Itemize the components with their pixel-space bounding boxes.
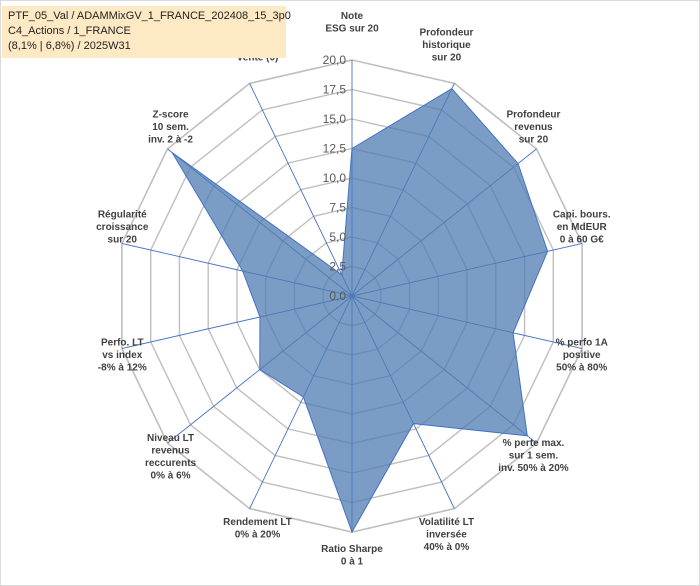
title-line-2: C4_Actions / 1_FRANCE xyxy=(8,25,131,37)
axis-label: Régularité croissance sur 20 xyxy=(96,209,149,245)
axis-label-line: revenus xyxy=(514,122,553,133)
axis-label-line: ESG sur 20 xyxy=(325,24,379,35)
tick-label: 20,0 xyxy=(323,53,347,67)
axis-label-line: inv. 2 à -2 xyxy=(148,134,193,145)
axis-label-line: 0% à 6% xyxy=(151,470,191,481)
axis-label: Perfo. LT vs index -8% à 12% xyxy=(98,338,147,374)
axis-label-line: Z-score xyxy=(152,109,189,120)
axis-label: Rendement LT 0% à 20% xyxy=(223,517,292,541)
axis-label-line: -8% à 12% xyxy=(98,363,147,374)
axis-label-line: Profondeur xyxy=(507,109,561,120)
axis-label-line: Régularité xyxy=(98,209,147,220)
chart-title-box: PTF_05_Val / ADAMMixGV_1_FRANCE_202408_1… xyxy=(2,6,291,58)
axis-label-line: revenus xyxy=(151,445,190,456)
axis-label-line: reccurents xyxy=(145,458,197,469)
tick-label: 7,5 xyxy=(329,201,346,215)
title-line-1: PTF_05_Val / ADAMMixGV_1_FRANCE_202408_1… xyxy=(8,10,291,22)
axis-label-line: historique xyxy=(422,40,471,51)
axis-label-line: inversée xyxy=(426,530,467,541)
axis-label-line: 40% à 0% xyxy=(424,542,470,553)
axis-label: Ratio Sharpe 0 à 1 xyxy=(321,544,383,568)
axis-label-line: vs index xyxy=(102,350,142,361)
axis-label: Volatilité LT inversée 40% à 0% xyxy=(419,517,474,553)
axis-label-line: 0 à 60 G€ xyxy=(560,234,604,245)
tick-label: 15,0 xyxy=(323,112,347,126)
tick-label: 10,0 xyxy=(323,171,347,185)
axis-label: Profondeur revenus sur 20 xyxy=(507,109,561,145)
tick-label: 12,5 xyxy=(323,142,347,156)
axis-label: Note ESG sur 20 xyxy=(325,11,379,35)
axis-label-line: Perfo. LT xyxy=(101,338,144,349)
axis-label: Z-score 10 sem. inv. 2 à -2 xyxy=(148,109,193,145)
axis-label-line: sur 20 xyxy=(432,52,462,63)
axis-label-line: Ratio Sharpe xyxy=(321,544,383,555)
series-area xyxy=(171,88,549,534)
axis-label: % perfo 1A positive 50% à 80% xyxy=(556,338,608,374)
axis-label-line: sur 20 xyxy=(519,134,549,145)
axis-label-line: croissance xyxy=(96,222,149,233)
axis-label-line: Note xyxy=(341,11,364,22)
tick-label: 0,0 xyxy=(329,289,346,303)
tick-layer: 0,0 2,5 5,0 7,5 10,0 12,5 15,0 17,5 20,0 xyxy=(323,53,347,303)
axis-label-line: Capi. bours. xyxy=(553,209,611,220)
axis-label-line: sur 1 sem. xyxy=(509,450,559,461)
tick-label: 17,5 xyxy=(323,83,347,97)
axis-label-line: en MdEUR xyxy=(557,222,608,233)
axis-label-line: % perte max. xyxy=(503,438,565,449)
axis-label-line: sur 20 xyxy=(108,234,138,245)
axis-label-line: 0% à 20% xyxy=(235,530,281,541)
axis-spoke xyxy=(249,83,353,297)
axis-label-line: Niveau LT xyxy=(147,433,194,444)
axis-label-line: 50% à 80% xyxy=(556,363,607,374)
axis-label-line: Volatilité LT xyxy=(419,517,474,528)
axis-label-line: inv. 50% à 20% xyxy=(498,463,569,474)
axis-label: Profondeur historique sur 20 xyxy=(420,27,474,63)
axis-label-line: Profondeur xyxy=(420,27,474,38)
axis-label-line: Rendement LT xyxy=(223,517,292,528)
tick-label: 5,0 xyxy=(329,230,346,244)
axis-label: Niveau LT revenus reccurents 0% à 6% xyxy=(145,433,197,482)
axis-label: Capi. bours. en MdEUR 0 à 60 G€ xyxy=(553,209,611,245)
series-layer xyxy=(171,88,549,534)
axis-label-line: 10 sem. xyxy=(152,122,189,133)
tick-label: 2,5 xyxy=(329,260,346,274)
title-line-3: (8,1% | 6,8%) / 2025W31 xyxy=(8,40,131,52)
axis-label-line: % perfo 1A xyxy=(556,338,608,349)
axis-label: % perte max. sur 1 sem. inv. 50% à 20% xyxy=(498,438,569,474)
axis-label-line: 0 à 1 xyxy=(341,557,364,568)
axis-label-line: positive xyxy=(563,350,601,361)
